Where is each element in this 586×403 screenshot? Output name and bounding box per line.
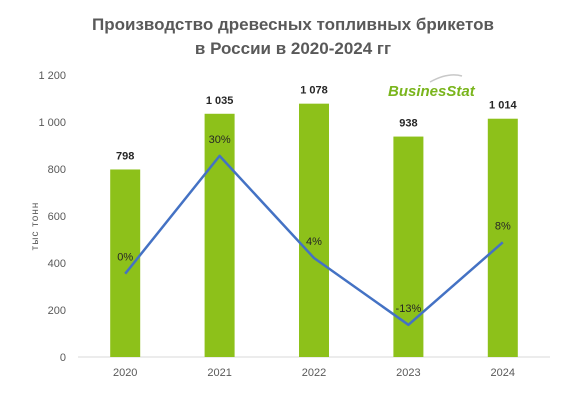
y-tick-label: 200 (48, 305, 66, 317)
bar-value-label: 1 078 (300, 85, 328, 97)
y-axis-title: тыс тонн (30, 202, 41, 251)
y-tick-label: 1 200 (38, 70, 66, 82)
chart-title-line-1: Производство древесных топливных брикето… (92, 15, 494, 34)
y-tick-label: 400 (48, 258, 66, 270)
x-tick-label: 2021 (207, 367, 231, 379)
bar (299, 103, 329, 357)
growth-label: 8% (495, 220, 511, 232)
bar-value-label: 1 014 (489, 100, 517, 112)
x-tick-label: 2023 (396, 367, 420, 379)
x-tick-label: 2024 (491, 367, 515, 379)
businesstat-logo: BusinesStat (388, 74, 476, 100)
chart-title: Производство древесных топливных брикето… (0, 13, 586, 61)
logo-swoosh (429, 74, 463, 83)
y-tick-label: 600 (48, 211, 66, 223)
growth-label: -13% (396, 303, 422, 315)
x-tick-label: 2020 (113, 367, 137, 379)
growth-label: 0% (117, 252, 133, 264)
growth-label: 30% (209, 134, 231, 146)
bar (393, 136, 424, 357)
businesstat-watermark-text: BusinesStat (388, 83, 476, 100)
chart-title-line-2: в России в 2020-2024 гг (194, 39, 392, 58)
bar (204, 113, 235, 358)
growth-label: 4% (306, 236, 322, 248)
bar (110, 169, 141, 357)
bar-value-label: 1 035 (206, 95, 234, 107)
bar-value-label: 938 (399, 118, 417, 130)
y-tick-label: 1 000 (38, 117, 66, 129)
x-tick-label: 2022 (302, 367, 326, 379)
y-tick-label: 0 (60, 352, 66, 364)
bar-value-label: 798 (116, 150, 134, 162)
bar (487, 118, 518, 358)
y-tick-label: 800 (48, 164, 66, 176)
growth-line (124, 154, 504, 327)
